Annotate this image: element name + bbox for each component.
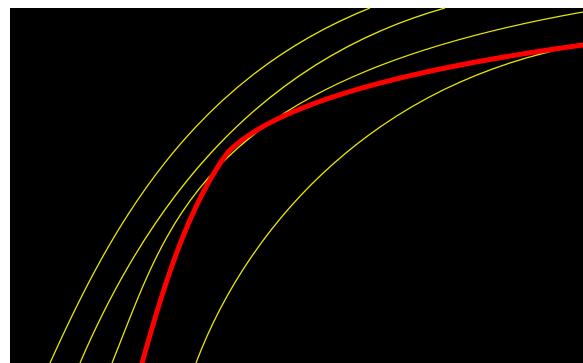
canvas-background xyxy=(10,8,583,363)
guide-curve-1 xyxy=(49,7,371,363)
highlight-curve xyxy=(139,42,583,363)
guide-curve-3 xyxy=(111,11,583,363)
guide-curves xyxy=(49,7,583,363)
guide-curve-2 xyxy=(79,7,446,363)
guide-curve-4 xyxy=(195,44,583,363)
